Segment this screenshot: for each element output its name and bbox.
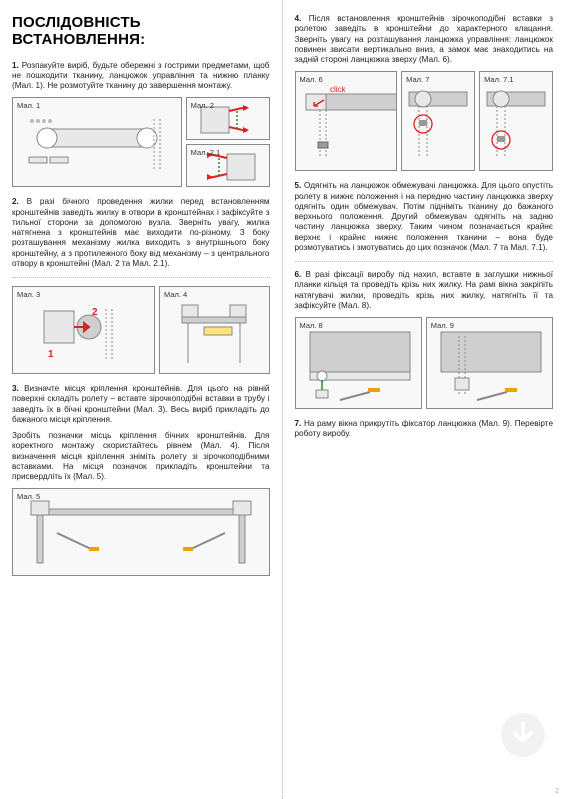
svg-text:click: click [330,85,347,94]
fig-8: Мал. 8 [295,317,422,409]
fig-6: Мал. 6 click [295,71,398,171]
para-6: 6. В разі фіксації виробу під нахил, вст… [295,270,554,311]
svg-text:1: 1 [48,349,54,360]
right-column: 4. Після встановлення кронштейнів зірочк… [283,0,565,799]
fig-row-3: Мал. 5 [12,488,270,576]
fig-7: Мал. 7 [401,71,475,171]
fig-label-1: Мал. 1 [17,101,40,110]
fig-5: Мал. 5 [12,488,270,576]
fig-row-1: Мал. 1 Мал. 2 [12,97,270,187]
fig5-svg [21,493,261,571]
fig-label-6: Мал. 6 [300,75,323,84]
fig4-svg [174,291,254,369]
fig9-svg [429,322,549,404]
page-title: ПОСЛІДОВНІСТЬ ВСТАНОВЛЕННЯ: [12,14,270,49]
fig-label-5: Мал. 5 [17,492,40,501]
watermark-icon [499,711,547,759]
fig-label-4: Мал. 4 [164,290,187,299]
para-3b: Зробіть позначки місць кріплення бічних … [12,431,270,482]
fig-label-71: Мал. 7.1 [484,75,513,84]
fig-2-1: Мал. 2.1 [186,144,270,187]
left-column: ПОСЛІДОВНІСТЬ ВСТАНОВЛЕННЯ: 1. Розпакуйт… [0,0,283,799]
page-number: 2 [555,788,559,795]
para-5: 5. Одягніть на ланцюжок обмежувачі ланцю… [295,181,554,253]
fig-col-2: Мал. 2 Мал. 2.1 [186,97,270,187]
para-3a: 3. Визначте місця кріплення кронштейнів.… [12,384,270,425]
fig-3: Мал. 3 2 1 [12,286,155,374]
fig71-svg [481,76,551,166]
fig-4: Мал. 4 [159,286,269,374]
fig3-svg: 2 1 [34,291,134,369]
fig1-svg [22,107,172,177]
fig-row-2: Мал. 3 2 1 Мал. 4 [12,286,270,374]
fig-row-5: Мал. 8 Мал. 9 [295,317,554,409]
fig-7-1: Мал. 7.1 [479,71,553,171]
fig7-svg [403,76,473,166]
fig8-svg [298,322,418,404]
fig-label-7: Мал. 7 [406,75,429,84]
fig-label-9: Мал. 9 [431,321,454,330]
fig-row-4: Мал. 6 click Мал. 7 Мал. 7.1 [295,71,554,171]
fig-9: Мал. 9 [426,317,553,409]
fig-label-2: Мал. 2 [191,101,214,110]
fig-2: Мал. 2 [186,97,270,140]
para-4: 4. Після встановлення кронштейнів зірочк… [295,14,554,65]
para-1: 1. Розпакуйте виріб, будьте обережні з г… [12,61,270,92]
para-2: 2. В разі бічного проведення жилки перед… [12,197,270,269]
para-7: 7. На раму вікна прикрутіть фіксатор лан… [295,419,554,440]
separator-right-1 [295,261,554,262]
fig-label-3: Мал. 3 [17,290,40,299]
fig-label-21: Мал. 2.1 [191,148,220,157]
fig-label-8: Мал. 8 [300,321,323,330]
svg-text:2: 2 [92,307,98,318]
fig-1: Мал. 1 [12,97,182,187]
separator-left-1 [12,277,270,278]
fig6-svg: click [296,76,397,166]
